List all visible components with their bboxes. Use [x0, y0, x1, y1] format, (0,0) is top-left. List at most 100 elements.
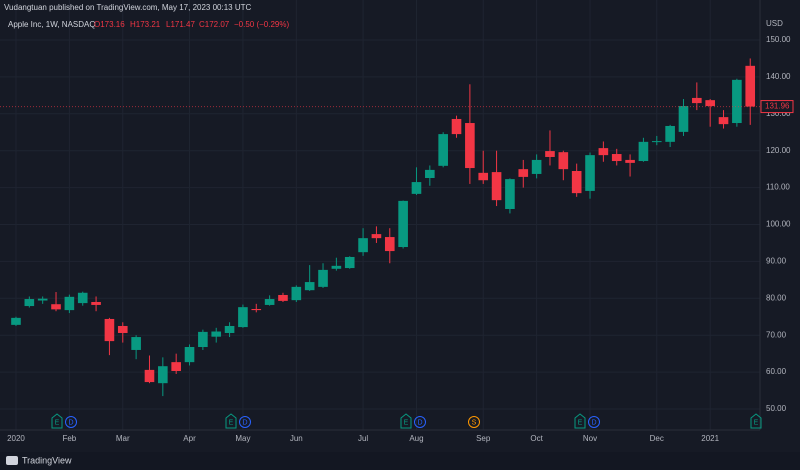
candle-body — [264, 299, 275, 305]
candle-body — [331, 265, 342, 269]
event-label: D — [591, 419, 596, 426]
x-tick-label: Jun — [290, 434, 303, 443]
candle-body — [678, 106, 689, 132]
candle-body — [344, 256, 355, 269]
event-icon — [51, 413, 63, 429]
candle-body — [11, 317, 21, 325]
header: Vudangtuan published on TradingView.com,… — [4, 3, 251, 12]
x-tick-label: Feb — [62, 434, 76, 443]
legend-high: H173.21 — [130, 20, 161, 29]
last-price-tag — [760, 100, 794, 114]
candle-body — [24, 299, 35, 307]
candle-body — [304, 282, 315, 291]
candle-body — [251, 309, 262, 311]
event-icon — [574, 413, 586, 429]
candle-body — [318, 269, 328, 287]
candle-body — [505, 179, 515, 210]
candle-body — [465, 123, 475, 169]
legend-low: L171.47 — [166, 20, 195, 29]
candle-body — [198, 331, 208, 348]
candle-body — [117, 325, 128, 333]
candle-body — [51, 304, 61, 310]
event-icon — [468, 416, 480, 428]
candle-body — [625, 159, 635, 163]
candle-body — [278, 294, 288, 301]
candle-body — [571, 170, 582, 194]
candle-body — [518, 169, 529, 177]
event-label: D — [68, 419, 73, 426]
candle-body — [37, 298, 48, 301]
y-tick-label: 70.00 — [766, 330, 787, 339]
event-label: E — [404, 419, 409, 426]
candle-body — [558, 152, 569, 170]
candle-body — [291, 286, 302, 301]
event-label: E — [55, 419, 60, 426]
candle-body — [158, 366, 168, 384]
candle-body — [705, 100, 715, 107]
grid — [0, 0, 760, 430]
y-tick-label: 110.00 — [766, 183, 790, 192]
y-tick-label: 50.00 — [766, 404, 787, 413]
candle-body — [598, 148, 609, 156]
y-axis-label: USD — [766, 19, 783, 28]
candle-body — [411, 182, 422, 194]
y-tick-label: 80.00 — [766, 293, 787, 302]
x-tick-label: Nov — [583, 434, 597, 443]
y-tick-label: 120.00 — [766, 146, 791, 155]
event-label: S — [472, 419, 477, 426]
legend-open: O173.16 — [94, 20, 125, 29]
legend-close: C172.07 — [199, 20, 230, 29]
y-tick-label: 150.00 — [766, 35, 791, 44]
event-icon — [414, 416, 426, 428]
x-tick-label: Aug — [409, 434, 423, 443]
event-icon — [225, 413, 237, 429]
event-icon — [588, 416, 600, 428]
candle-body — [91, 301, 101, 305]
footer-bar — [0, 452, 800, 470]
x-tick-label: Apr — [183, 434, 196, 443]
candle-body — [732, 79, 742, 124]
x-tick-label: Dec — [650, 434, 664, 443]
x-tick-label: Mar — [116, 434, 130, 443]
y-tick-label: 130.00 — [766, 109, 791, 118]
logo — [6, 456, 18, 465]
event-icon — [400, 413, 412, 429]
candle-body — [491, 172, 502, 201]
candle-body — [171, 362, 181, 371]
candle-body — [545, 151, 555, 157]
candle-body — [438, 134, 448, 166]
event-label: D — [417, 419, 422, 426]
candle-body — [425, 169, 435, 179]
event-icon — [65, 416, 77, 428]
candle-body — [451, 118, 462, 135]
y-tick-label: 60.00 — [766, 367, 787, 376]
candle-body — [238, 307, 248, 328]
candle-body — [692, 97, 702, 104]
candle-body — [144, 369, 155, 383]
candle-body — [64, 296, 75, 311]
candle-body — [398, 200, 408, 248]
candle-body — [531, 159, 542, 174]
candle-body — [77, 292, 88, 304]
candle-body — [358, 238, 368, 253]
event-icon — [239, 416, 251, 428]
event-label: E — [754, 419, 759, 426]
event-icon — [750, 413, 762, 429]
event-label: E — [578, 419, 583, 426]
candle-body — [611, 154, 622, 162]
x-tick-label: Sep — [476, 434, 491, 443]
candle-body — [665, 125, 675, 142]
x-tick-label: Jul — [358, 434, 368, 443]
legend-change: −0.50 (−0.29%) — [234, 20, 289, 29]
candle-body — [585, 155, 595, 191]
x-tick-label: Oct — [530, 434, 543, 443]
candles — [11, 58, 756, 397]
y-tick-label: 140.00 — [766, 72, 791, 81]
x-tick-label: 2020 — [7, 434, 25, 443]
candle-body — [184, 347, 195, 363]
candle-body — [718, 117, 729, 125]
candle-body — [651, 141, 662, 143]
candle-body — [104, 318, 115, 342]
candle-body — [478, 172, 489, 181]
